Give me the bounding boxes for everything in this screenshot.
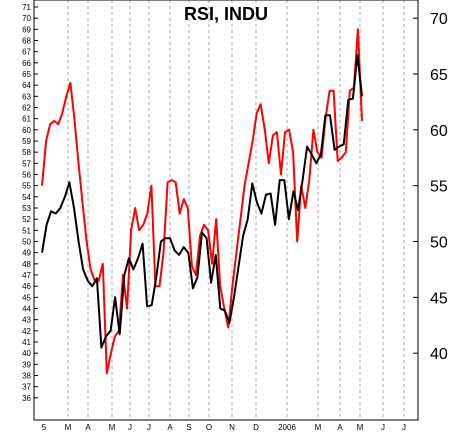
- left-tick-label: 49: [22, 249, 31, 258]
- x-tick-label: 5: [42, 423, 47, 432]
- left-tick-label: 41: [22, 338, 31, 347]
- left-tick-label: 46: [22, 282, 31, 291]
- left-tick-label: 63: [22, 92, 31, 101]
- x-tick-label: A: [337, 423, 343, 432]
- left-tick-label: 50: [22, 238, 31, 247]
- x-tick-label: J: [381, 423, 385, 432]
- x-tick-label: J: [128, 423, 132, 432]
- grid-lines: [67, 0, 405, 420]
- left-tick-label: 42: [22, 327, 31, 336]
- x-tick-label: O: [206, 423, 212, 432]
- left-tick-label: 68: [22, 37, 31, 46]
- plot-frame: [33, 0, 419, 421]
- x-tick-label: J: [402, 423, 406, 432]
- left-tick-label: 43: [22, 316, 31, 325]
- rsi-line-red: [41, 28, 363, 375]
- left-tick-label: 67: [22, 48, 31, 57]
- left-tick-label: 39: [22, 360, 31, 369]
- right-tick-label: 55: [430, 179, 448, 196]
- left-tick-label: 55: [22, 182, 31, 191]
- left-tick-label: 38: [22, 372, 31, 381]
- left-tick-label: 70: [22, 14, 31, 23]
- x-tick-label: A: [85, 423, 91, 432]
- right-axis: 40 45 50 55 60 65 70: [413, 11, 448, 363]
- left-tick-label: 48: [22, 260, 31, 269]
- left-tick-label: 52: [22, 215, 31, 224]
- right-tick-label: 60: [430, 123, 448, 140]
- left-tick-label: 65: [22, 70, 31, 79]
- series-lines: [41, 28, 363, 375]
- left-tick-label: 71: [22, 3, 31, 12]
- left-tick-label: 45: [22, 293, 31, 302]
- left-tick-label: 57: [22, 159, 31, 168]
- left-tick-label: 37: [22, 383, 31, 392]
- x-tick-label: D: [253, 423, 259, 432]
- left-tick-label: 53: [22, 204, 31, 213]
- right-tick-label: 45: [430, 290, 448, 307]
- left-tick-label: 61: [22, 115, 31, 124]
- left-tick-label: 40: [22, 349, 31, 358]
- left-tick-label: 44: [22, 305, 31, 314]
- left-tick-label: 36: [22, 394, 31, 403]
- x-tick-label: N: [229, 423, 235, 432]
- right-tick-label: 40: [430, 346, 448, 363]
- left-tick-label: 60: [22, 126, 31, 135]
- rsi-line-black: [41, 54, 363, 349]
- left-tick-label: 59: [22, 137, 31, 146]
- left-axis: 36 37 38 39 40 41 42 43 44 45 46 47 48 49 50 51 52 53 54 55…: [22, 3, 38, 403]
- left-tick-label: 69: [22, 25, 31, 34]
- left-tick-label: 64: [22, 81, 31, 90]
- x-axis: 5 M A M J J A S O N D 2006 M A M J J: [42, 423, 406, 432]
- left-tick-label: 51: [22, 226, 31, 235]
- x-tick-label: M: [109, 423, 116, 432]
- x-tick-label: M: [65, 423, 72, 432]
- left-tick-label: 58: [22, 148, 31, 157]
- left-tick-label: 54: [22, 193, 31, 202]
- right-tick-label: 65: [430, 67, 448, 84]
- x-tick-label: M: [357, 423, 364, 432]
- chart-title: RSI, INDU: [184, 4, 268, 24]
- left-tick-label: 56: [22, 171, 31, 180]
- x-tick-label: A: [167, 423, 173, 432]
- x-tick-label: J: [147, 423, 151, 432]
- right-tick-label: 70: [430, 11, 448, 28]
- left-tick-label: 66: [22, 59, 31, 68]
- right-tick-label: 50: [430, 235, 448, 252]
- x-tick-label: M: [315, 423, 322, 432]
- x-tick-label: S: [186, 423, 191, 432]
- x-tick-label: 2006: [278, 423, 296, 432]
- left-tick-label: 62: [22, 104, 31, 113]
- left-tick-label: 47: [22, 271, 31, 280]
